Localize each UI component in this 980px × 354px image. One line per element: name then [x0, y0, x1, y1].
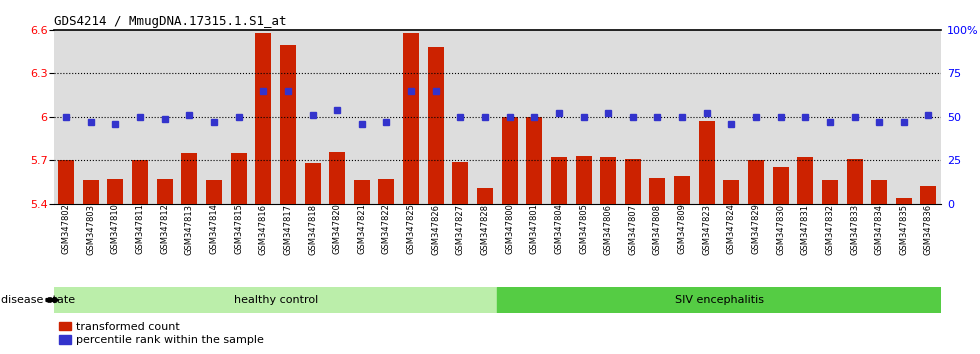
- Text: GSM347832: GSM347832: [825, 204, 834, 255]
- Text: GSM347816: GSM347816: [259, 204, 268, 255]
- Text: GSM347807: GSM347807: [628, 204, 637, 255]
- Legend: transformed count, percentile rank within the sample: transformed count, percentile rank withi…: [60, 322, 264, 346]
- Bar: [427, 47, 444, 204]
- Bar: [650, 177, 665, 204]
- Bar: [723, 181, 739, 204]
- Text: GSM347834: GSM347834: [875, 204, 884, 255]
- Bar: [256, 33, 271, 204]
- Text: GSM347803: GSM347803: [86, 204, 95, 255]
- Text: GSM347828: GSM347828: [480, 204, 490, 255]
- Text: GSM347826: GSM347826: [431, 204, 440, 255]
- Text: GSM347831: GSM347831: [801, 204, 809, 255]
- Bar: [748, 160, 764, 204]
- Text: GSM347809: GSM347809: [677, 204, 687, 255]
- Bar: [453, 162, 468, 204]
- Bar: [526, 117, 542, 204]
- Text: disease state: disease state: [1, 295, 75, 305]
- Bar: [206, 181, 222, 204]
- Text: GSM347822: GSM347822: [382, 204, 391, 255]
- Bar: [108, 179, 123, 204]
- Bar: [497, 287, 941, 313]
- Bar: [798, 157, 813, 204]
- Text: GSM347830: GSM347830: [776, 204, 785, 255]
- Text: GDS4214 / MmugDNA.17315.1.S1_at: GDS4214 / MmugDNA.17315.1.S1_at: [54, 15, 286, 28]
- Text: GSM347833: GSM347833: [850, 204, 859, 255]
- Text: healthy control: healthy control: [233, 295, 318, 305]
- Bar: [551, 157, 567, 204]
- Bar: [132, 160, 148, 204]
- Text: GSM347835: GSM347835: [900, 204, 908, 255]
- Bar: [871, 181, 887, 204]
- Text: GSM347804: GSM347804: [555, 204, 564, 255]
- Bar: [896, 198, 911, 204]
- Text: GSM347817: GSM347817: [283, 204, 292, 255]
- Text: GSM347824: GSM347824: [727, 204, 736, 255]
- Bar: [600, 157, 616, 204]
- Text: GSM347814: GSM347814: [210, 204, 219, 255]
- Text: GSM347823: GSM347823: [703, 204, 711, 255]
- Bar: [822, 181, 838, 204]
- Text: GSM347800: GSM347800: [505, 204, 514, 255]
- Text: GSM347836: GSM347836: [924, 204, 933, 255]
- Text: GSM347825: GSM347825: [407, 204, 416, 255]
- Text: GSM347805: GSM347805: [579, 204, 588, 255]
- Bar: [58, 160, 74, 204]
- Bar: [280, 45, 296, 204]
- Bar: [772, 167, 789, 204]
- Bar: [477, 188, 493, 204]
- Bar: [157, 179, 172, 204]
- Bar: [575, 156, 592, 204]
- Bar: [329, 152, 345, 204]
- Bar: [230, 153, 247, 204]
- Text: GSM347812: GSM347812: [161, 204, 170, 255]
- Text: GSM347808: GSM347808: [653, 204, 662, 255]
- Bar: [54, 287, 497, 313]
- Bar: [502, 117, 517, 204]
- Text: GSM347801: GSM347801: [530, 204, 539, 255]
- Bar: [847, 159, 862, 204]
- Text: GSM347810: GSM347810: [111, 204, 120, 255]
- Text: GSM347815: GSM347815: [234, 204, 243, 255]
- Bar: [403, 33, 419, 204]
- Bar: [920, 186, 937, 204]
- Text: GSM347827: GSM347827: [456, 204, 465, 255]
- Bar: [354, 181, 369, 204]
- Text: GSM347811: GSM347811: [135, 204, 145, 255]
- Bar: [699, 121, 714, 204]
- Text: GSM347813: GSM347813: [185, 204, 194, 255]
- Text: GSM347806: GSM347806: [604, 204, 612, 255]
- Bar: [181, 153, 197, 204]
- Text: GSM347802: GSM347802: [62, 204, 71, 255]
- Bar: [83, 181, 99, 204]
- Text: GSM347821: GSM347821: [358, 204, 367, 255]
- Text: GSM347818: GSM347818: [308, 204, 318, 255]
- Text: GSM347829: GSM347829: [752, 204, 760, 255]
- Text: GSM347820: GSM347820: [333, 204, 342, 255]
- Bar: [674, 176, 690, 204]
- Text: SIV encephalitis: SIV encephalitis: [674, 295, 763, 305]
- Bar: [378, 179, 395, 204]
- Bar: [305, 163, 320, 204]
- Bar: [625, 159, 641, 204]
